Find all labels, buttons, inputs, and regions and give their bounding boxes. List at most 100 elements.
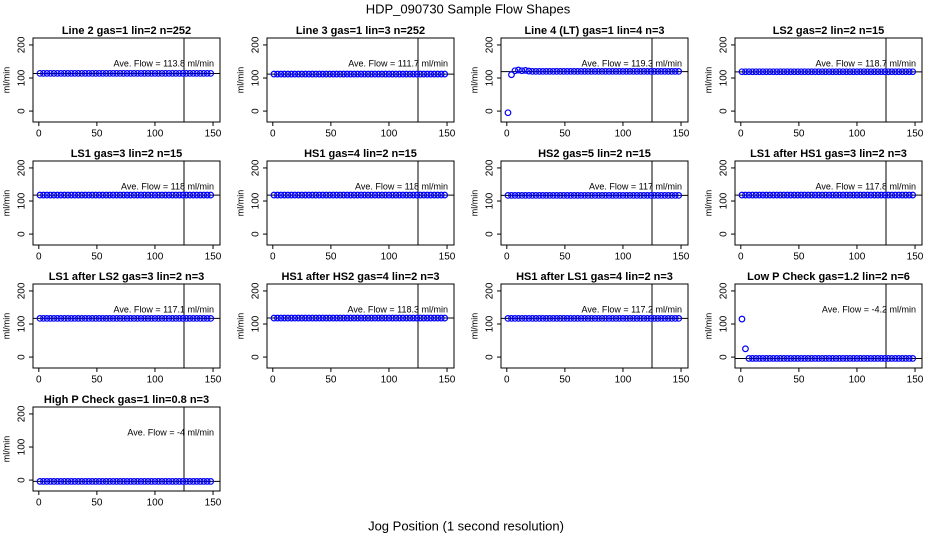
point [392, 314, 400, 322]
point [123, 314, 131, 322]
point [766, 191, 774, 199]
point [326, 70, 334, 78]
point [40, 478, 47, 485]
point [437, 314, 445, 322]
point [630, 191, 637, 199]
y-tick-label: 0 [485, 108, 496, 114]
plot-box [734, 160, 923, 246]
point [630, 314, 637, 322]
x-tick-label: 150 [205, 129, 222, 140]
point [752, 355, 760, 362]
point [102, 191, 110, 199]
y-tick-label: 200 [719, 282, 730, 299]
point [909, 68, 917, 76]
point [81, 478, 89, 485]
point [203, 478, 211, 485]
point [47, 478, 54, 485]
point [846, 68, 854, 76]
point [333, 191, 341, 199]
point [203, 191, 211, 199]
point [843, 355, 850, 362]
point [53, 191, 61, 199]
point [884, 68, 892, 76]
point [130, 191, 138, 199]
point [650, 191, 658, 199]
point [567, 314, 575, 322]
point [162, 478, 169, 485]
point [567, 191, 575, 199]
point [776, 355, 784, 362]
point [430, 70, 438, 78]
point [207, 478, 215, 485]
point [539, 191, 547, 199]
point [88, 69, 96, 77]
point [633, 314, 641, 322]
point [508, 191, 515, 199]
point [427, 314, 435, 322]
point [567, 68, 575, 75]
point [57, 191, 65, 199]
point [742, 191, 749, 199]
y-axis-label: ml/min [1, 67, 11, 94]
y-tick-label: 200 [17, 36, 28, 53]
point [857, 355, 864, 362]
y-tick-label: 0 [485, 354, 496, 360]
point [95, 478, 103, 485]
annotation: Ave. Flow = -4 ml/min [127, 427, 214, 437]
point [867, 191, 875, 199]
point [605, 314, 613, 322]
point [182, 191, 190, 199]
point [36, 69, 44, 77]
point [822, 68, 829, 76]
point [420, 191, 428, 199]
point [563, 314, 571, 322]
point [364, 191, 372, 199]
point [598, 191, 606, 199]
point [144, 191, 152, 199]
x-tick-label: 100 [615, 375, 632, 386]
point [88, 314, 96, 322]
point [898, 191, 906, 199]
point [336, 70, 344, 78]
x-tick-label: 100 [615, 129, 632, 140]
point [633, 191, 641, 199]
point [196, 69, 204, 77]
point [787, 68, 795, 76]
y-tick-label: 200 [17, 282, 28, 299]
point [162, 191, 169, 199]
y-tick-label: 100 [719, 192, 730, 209]
x-tick-label: 150 [673, 252, 690, 263]
x-tick-label: 150 [205, 498, 222, 509]
point [532, 314, 540, 322]
y-axis-label: ml/min [469, 313, 479, 340]
point [354, 191, 361, 199]
plot-box [32, 283, 221, 369]
point [797, 68, 805, 76]
point [350, 70, 358, 78]
point [364, 314, 372, 322]
y-tick-label: 0 [251, 231, 262, 237]
point [196, 314, 204, 322]
point [794, 191, 802, 199]
point [189, 191, 197, 199]
x-tick-label: 0 [36, 498, 42, 509]
y-tick-label: 100 [251, 69, 262, 86]
point [563, 191, 571, 199]
point [277, 191, 285, 199]
point [123, 191, 131, 199]
point [787, 191, 795, 199]
point [902, 355, 910, 362]
point [902, 191, 910, 199]
point [539, 68, 547, 75]
point [382, 70, 389, 78]
point [329, 191, 337, 199]
point [287, 191, 295, 199]
point [375, 70, 382, 78]
point [274, 191, 281, 199]
point [141, 314, 148, 322]
point [525, 67, 533, 75]
point [43, 191, 51, 199]
point [144, 314, 152, 322]
point [281, 191, 288, 199]
